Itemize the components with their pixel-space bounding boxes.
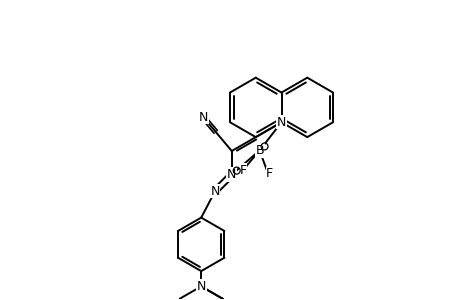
Text: N: N <box>196 280 206 293</box>
Text: N: N <box>198 111 207 124</box>
Text: B: B <box>255 144 263 157</box>
Text: F: F <box>239 164 246 177</box>
Text: N: N <box>227 168 236 181</box>
Text: N: N <box>276 116 285 129</box>
Text: F: F <box>266 167 273 180</box>
Text: N: N <box>210 185 219 198</box>
